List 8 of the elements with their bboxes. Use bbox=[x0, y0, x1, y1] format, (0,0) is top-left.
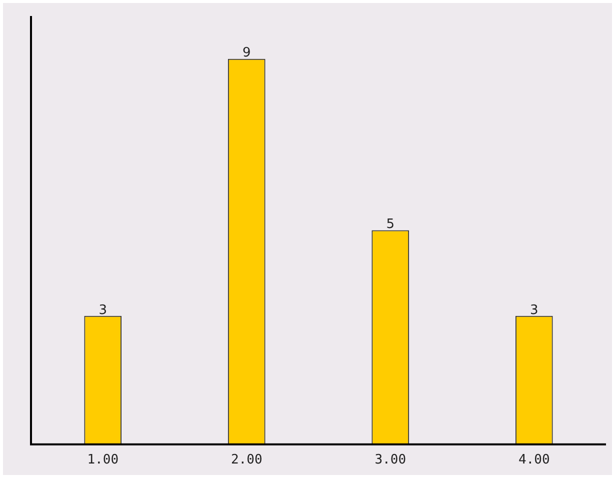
data-label: 3 bbox=[98, 302, 108, 318]
x-tick-label: 4.00 bbox=[518, 452, 550, 468]
data-label: 3 bbox=[530, 302, 538, 318]
x-tick-label: 1.00 bbox=[87, 452, 119, 468]
x-tick-label: 2.00 bbox=[230, 452, 262, 468]
data-label: 5 bbox=[386, 217, 395, 232]
data-label: 9 bbox=[242, 46, 251, 61]
x-tick-label: 3.00 bbox=[374, 452, 406, 468]
